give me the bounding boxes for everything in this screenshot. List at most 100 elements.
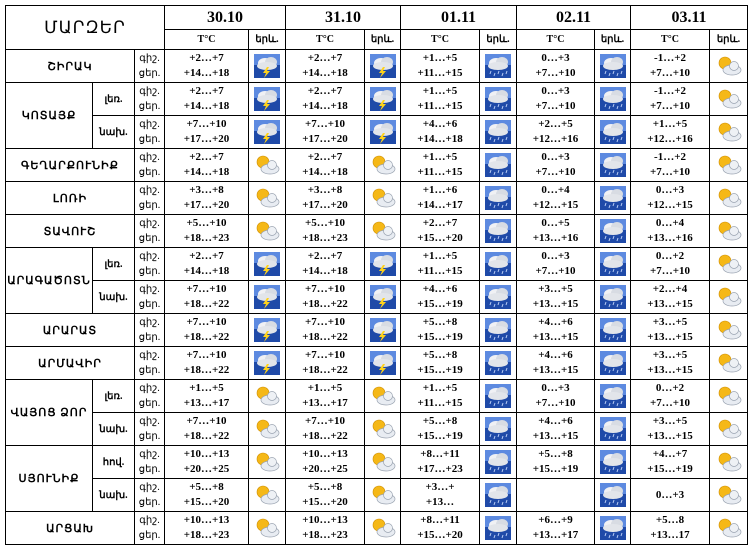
- weather-icon-cell: [479, 412, 517, 446]
- yerevan-icon-column-header: երև.: [594, 29, 631, 50]
- cloud-rain-icon: [485, 87, 511, 111]
- day-temperature: +7…+10: [649, 166, 691, 178]
- elevation-label: լեռ.: [92, 379, 135, 413]
- table-row: նախ. գիշ. ցեր. +7…+10 +18…+22 +7…+10 +18…+22 +5…: [6, 412, 748, 446]
- day-temperature: +18…+22: [302, 298, 348, 310]
- night-temperature: 0…+2: [655, 382, 685, 394]
- weather-icon-cell: [479, 49, 517, 83]
- day-temperature: +13…+15: [647, 298, 693, 310]
- time-of-day-labels: գիշ. ցեր.: [134, 115, 165, 149]
- day-temperature: +14…+18: [183, 67, 230, 79]
- partly-cloudy-icon: [372, 386, 395, 406]
- day-temperature: +13…+17: [302, 397, 348, 409]
- weather-icon-cell: [594, 313, 631, 347]
- day-temperature: +13…+15: [532, 364, 579, 376]
- thunderstorm-icon: [254, 252, 280, 276]
- temperature-cell: 0…+3 +7…+10: [516, 49, 595, 83]
- night-temperature: +7…+10: [186, 283, 227, 295]
- cloud-rain-icon: [485, 351, 511, 375]
- night-label: գիշ.: [139, 515, 160, 526]
- night-temperature: -1…+2: [654, 52, 686, 64]
- day-label: ցեր.: [138, 200, 161, 211]
- forecast-table-wrapper: ՄԱՐԶԵՐ 30.10 31.10 01.11 02.11 03.11 T°C…: [5, 5, 748, 545]
- day-temperature: +17…+20: [302, 199, 348, 211]
- day-temperature: +17…+20: [302, 133, 348, 145]
- temperature-cell: +10…+13 +18…+23: [285, 511, 365, 545]
- day-temperature: +14…+18: [302, 67, 348, 79]
- weather-icon-cell: [364, 379, 401, 413]
- weather-icon-cell: [709, 148, 748, 182]
- partly-cloudy-icon: [718, 122, 741, 142]
- day-temperature: +15…+20: [183, 496, 230, 508]
- day-temperature: +14…+18: [183, 265, 230, 277]
- night-temperature: +5…+8: [422, 415, 458, 427]
- date-header: 30.10: [164, 5, 286, 30]
- temperature-cell: 0…+3 +7…+10: [516, 148, 595, 182]
- day-temperature: +11…+15: [417, 397, 463, 409]
- weather-icon-cell: [709, 511, 748, 545]
- night-temperature: +5…+8: [189, 481, 224, 493]
- day-temperature: +18…+22: [183, 364, 230, 376]
- night-temperature: +4…+6: [422, 118, 458, 130]
- night-temperature: +7…+10: [304, 118, 346, 130]
- temperature-cell: +7…+10 +18…+22: [164, 313, 249, 347]
- day-temperature: +13…+15: [532, 331, 579, 343]
- weather-icon-cell: [364, 478, 401, 512]
- yerevan-icon-column-header: երև.: [248, 29, 286, 50]
- day-temperature: +20…+25: [183, 463, 230, 475]
- weather-icon-cell: [248, 280, 286, 314]
- night-label: գիշ.: [139, 251, 160, 262]
- thunderstorm-icon: [369, 285, 396, 309]
- temperature-cell: 0…+3 +7…+10: [516, 82, 595, 116]
- day-temperature: +13…+15: [647, 364, 693, 376]
- day-temperature: +18…+22: [302, 331, 348, 343]
- elevation-label: նախ.: [92, 115, 135, 149]
- region-name: ՍՅՈՒՆԻՔ: [5, 445, 93, 512]
- weather-icon-cell: [479, 214, 517, 248]
- night-label: գիշ.: [139, 383, 160, 394]
- cloud-rain-icon: [599, 417, 626, 441]
- night-temperature: +2…+5: [538, 118, 573, 130]
- night-temperature: 0…+5: [541, 217, 570, 229]
- table-row: ԼՈՌԻ գիշ. ցեր. +3…+8 +17…+20 +3…+8 +17…+20 +1…+…: [5, 181, 748, 215]
- weather-icon-cell: [479, 478, 517, 512]
- night-temperature: +6…+9: [538, 514, 573, 526]
- night-temperature: +1…+5: [189, 382, 224, 394]
- day-temperature: +11…+15: [417, 67, 463, 79]
- night-label: գիշ.: [139, 119, 160, 130]
- temperature-cell: +2…+7 +14…+18: [164, 49, 249, 83]
- night-temperature: +7…+10: [304, 349, 346, 361]
- day-temperature: +11…+15: [417, 166, 463, 178]
- weather-icon-cell: [364, 445, 401, 479]
- night-temperature: +1…+5: [307, 382, 343, 394]
- day-temperature: +7…+10: [649, 397, 691, 409]
- table-row: նախ. գիշ. ցեր. +7…+10 +18…+22 +7…+10 +18…+22 +4…: [6, 280, 748, 314]
- temperature-cell: +3…+5 +13…+15: [630, 346, 710, 380]
- night-label: գիշ.: [139, 317, 160, 328]
- temperature-cell: +3…+ +13…: [400, 478, 480, 512]
- cloud-rain-icon: [485, 483, 511, 507]
- weather-icon-cell: [479, 181, 517, 215]
- cloud-rain-icon: [485, 417, 511, 441]
- table-row: ԱՐՑԱԽ գիշ. ցեր. +10…+13 +18…+23 +10…+13 +18…+2…: [5, 511, 748, 545]
- temperature-cell: +7…+10 +18…+22: [285, 346, 365, 380]
- weather-icon-cell: [594, 511, 631, 545]
- day-temperature: +14…+18: [302, 265, 348, 277]
- night-label: գիշ.: [139, 86, 160, 97]
- temperature-cell: +4…+7 +15…+19: [630, 445, 710, 479]
- night-temperature: +4…+6: [422, 283, 458, 295]
- weather-icon-cell: [248, 313, 286, 347]
- temperature-cell: +5…+8 +15…+19: [516, 445, 595, 479]
- day-temperature: +15…+19: [647, 463, 693, 475]
- day-temperature: +20…+25: [302, 463, 348, 475]
- temperature-cell: +7…+10 +18…+22: [285, 313, 365, 347]
- temperature-cell: +5…+8 +15…+19: [400, 313, 480, 347]
- night-temperature: +5…+8: [538, 448, 573, 460]
- weather-icon-cell: [248, 214, 286, 248]
- night-temperature: +5…+10: [186, 217, 227, 229]
- temperature-cell: +2…+7 +14…+18: [164, 82, 249, 116]
- night-temperature: 0…+2: [655, 250, 685, 262]
- temperature-cell: +7…+10 +17…+20: [164, 115, 249, 149]
- day-label: ցեր.: [138, 68, 161, 79]
- night-temperature: +10…+13: [183, 448, 230, 460]
